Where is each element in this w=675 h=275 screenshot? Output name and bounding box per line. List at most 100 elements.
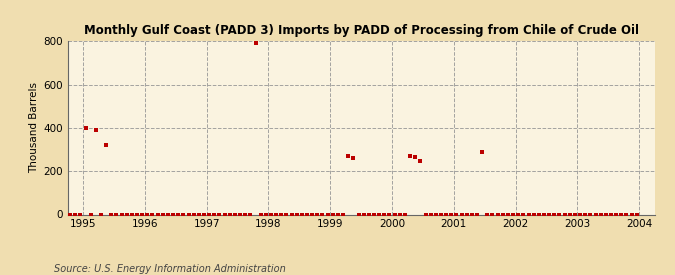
Point bbox=[317, 212, 328, 217]
Point bbox=[338, 212, 348, 217]
Point bbox=[106, 212, 117, 217]
Point bbox=[157, 212, 168, 217]
Point bbox=[400, 212, 410, 217]
Point bbox=[466, 212, 477, 217]
Point bbox=[425, 212, 436, 217]
Point bbox=[348, 155, 359, 160]
Point bbox=[276, 212, 287, 217]
Point bbox=[59, 212, 70, 217]
Point bbox=[461, 212, 472, 217]
Point bbox=[353, 212, 364, 217]
Point bbox=[132, 212, 142, 217]
Point bbox=[116, 212, 127, 217]
Point bbox=[281, 212, 292, 217]
Point bbox=[24, 212, 34, 217]
Text: Source: U.S. Energy Information Administration: Source: U.S. Energy Information Administ… bbox=[54, 264, 286, 274]
Point bbox=[477, 150, 487, 154]
Point bbox=[183, 212, 194, 217]
Point bbox=[616, 212, 626, 217]
Point bbox=[518, 212, 529, 217]
Point bbox=[65, 212, 76, 217]
Point bbox=[142, 212, 153, 217]
Point bbox=[600, 212, 611, 217]
Point bbox=[539, 212, 549, 217]
Point bbox=[384, 212, 395, 217]
Point bbox=[18, 212, 29, 217]
Point bbox=[358, 212, 369, 217]
Point bbox=[34, 212, 45, 217]
Point bbox=[497, 212, 508, 217]
Point bbox=[204, 212, 215, 217]
Point bbox=[513, 212, 524, 217]
Point bbox=[250, 41, 261, 45]
Point bbox=[580, 212, 591, 217]
Point bbox=[508, 212, 518, 217]
Point bbox=[198, 212, 209, 217]
Point bbox=[533, 212, 544, 217]
Point bbox=[306, 212, 317, 217]
Point bbox=[363, 212, 374, 217]
Point bbox=[435, 212, 446, 217]
Point bbox=[312, 212, 323, 217]
Point bbox=[188, 212, 199, 217]
Point bbox=[219, 212, 230, 217]
Point bbox=[194, 212, 205, 217]
Point bbox=[574, 212, 585, 217]
Point bbox=[333, 212, 344, 217]
Point bbox=[178, 212, 189, 217]
Point bbox=[456, 212, 467, 217]
Point bbox=[240, 212, 250, 217]
Point bbox=[441, 212, 452, 217]
Point bbox=[39, 212, 50, 217]
Point bbox=[446, 212, 457, 217]
Point bbox=[296, 212, 307, 217]
Point bbox=[554, 212, 565, 217]
Point bbox=[374, 212, 385, 217]
Point bbox=[101, 142, 111, 147]
Point bbox=[420, 212, 431, 217]
Point bbox=[595, 212, 606, 217]
Point bbox=[302, 212, 313, 217]
Point bbox=[343, 154, 354, 158]
Point bbox=[111, 212, 122, 217]
Point bbox=[626, 212, 637, 217]
Point bbox=[224, 212, 235, 217]
Point bbox=[502, 212, 513, 217]
Point bbox=[415, 159, 426, 163]
Point bbox=[549, 212, 560, 217]
Point bbox=[271, 212, 281, 217]
Point bbox=[611, 212, 622, 217]
Point bbox=[605, 212, 616, 217]
Point bbox=[585, 212, 596, 217]
Point bbox=[544, 212, 555, 217]
Point bbox=[492, 212, 503, 217]
Point bbox=[404, 154, 415, 158]
Point bbox=[137, 212, 148, 217]
Point bbox=[261, 212, 271, 217]
Point bbox=[621, 212, 632, 217]
Point bbox=[394, 212, 405, 217]
Point bbox=[322, 212, 333, 217]
Point bbox=[523, 212, 534, 217]
Point bbox=[631, 212, 642, 217]
Point bbox=[451, 212, 462, 217]
Point bbox=[369, 212, 379, 217]
Point bbox=[85, 212, 96, 217]
Point bbox=[49, 212, 60, 217]
Point bbox=[163, 212, 173, 217]
Point bbox=[472, 212, 483, 217]
Point bbox=[559, 212, 570, 217]
Point bbox=[230, 212, 240, 217]
Point bbox=[44, 212, 55, 217]
Point bbox=[214, 212, 225, 217]
Point bbox=[590, 212, 601, 217]
Point bbox=[410, 155, 421, 159]
Point bbox=[564, 212, 575, 217]
Point bbox=[75, 212, 86, 217]
Point bbox=[126, 212, 137, 217]
Point bbox=[431, 212, 441, 217]
Point bbox=[153, 212, 163, 217]
Point bbox=[80, 126, 91, 130]
Point bbox=[529, 212, 539, 217]
Point bbox=[28, 212, 39, 217]
